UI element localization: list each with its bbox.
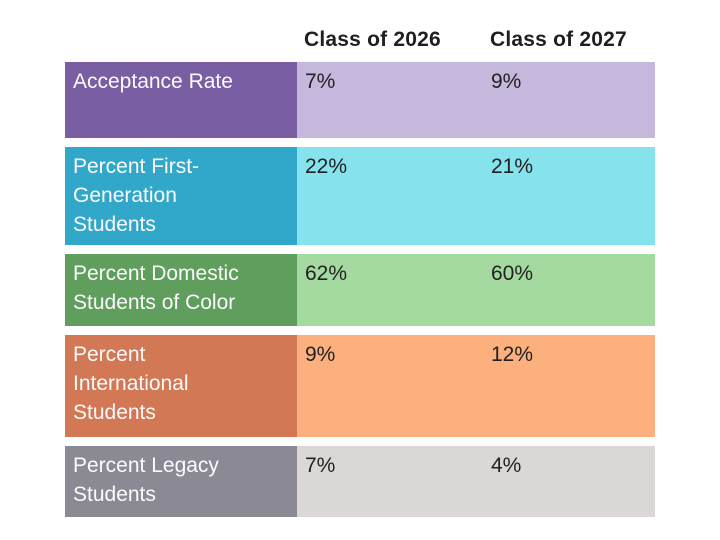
column-header-class-of-2027: Class of 2027 <box>490 28 627 51</box>
row-value-2026: 62% <box>297 254 483 326</box>
row-label: Percent Domestic Students of Color <box>65 254 297 326</box>
row-value-2026: 22% <box>297 147 483 245</box>
row-value-2027: 4% <box>483 446 655 517</box>
row-label: Percent First- Generation Students <box>65 147 297 245</box>
row-value-2027: 21% <box>483 147 655 245</box>
table-header: Class of 2026 Class of 2027 <box>65 24 655 62</box>
table-row-first-generation: Percent First- Generation Students 22% 2… <box>65 147 655 245</box>
column-header-class-of-2026: Class of 2026 <box>304 28 441 51</box>
row-value-2027: 60% <box>483 254 655 326</box>
row-value-2027: 9% <box>483 62 655 138</box>
row-value-2026: 9% <box>297 335 483 437</box>
row-value-2027: 12% <box>483 335 655 437</box>
table-row-international-students: Percent International Students 9% 12% <box>65 335 655 437</box>
table-row-domestic-students-of-color: Percent Domestic Students of Color 62% 6… <box>65 254 655 326</box>
table-row-acceptance-rate: Acceptance Rate 7% 9% <box>65 62 655 138</box>
row-value-2026: 7% <box>297 446 483 517</box>
row-label: Acceptance Rate <box>65 62 297 138</box>
admissions-comparison-table: Class of 2026 Class of 2027 Acceptance R… <box>65 24 655 526</box>
row-label: Percent International Students <box>65 335 297 437</box>
table-row-legacy-students: Percent Legacy Students 7% 4% <box>65 446 655 517</box>
row-value-2026: 7% <box>297 62 483 138</box>
row-label: Percent Legacy Students <box>65 446 297 517</box>
